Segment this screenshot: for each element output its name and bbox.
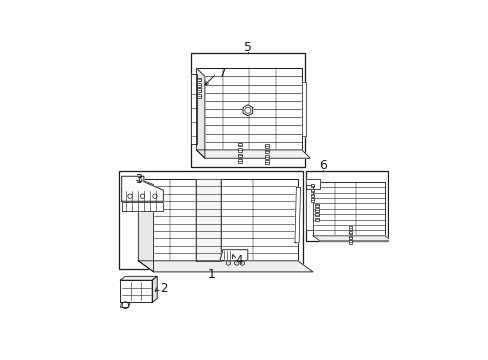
Circle shape (122, 302, 128, 309)
Polygon shape (122, 202, 163, 211)
Text: 3: 3 (135, 172, 142, 185)
Bar (197, 89, 201, 92)
Bar (264, 149, 269, 153)
Polygon shape (196, 68, 301, 150)
Bar (197, 83, 201, 87)
Bar (310, 184, 314, 188)
Polygon shape (138, 179, 153, 272)
Bar (315, 213, 318, 216)
Polygon shape (152, 276, 157, 302)
Bar (197, 94, 201, 98)
Bar (197, 77, 201, 81)
Bar (310, 194, 314, 197)
Polygon shape (138, 179, 297, 261)
Polygon shape (305, 185, 312, 230)
Text: 4: 4 (235, 254, 243, 267)
Text: 2: 2 (160, 282, 168, 295)
Bar (310, 189, 314, 192)
Bar (238, 159, 242, 163)
Bar (191, 53, 304, 167)
Polygon shape (122, 176, 163, 201)
Polygon shape (138, 261, 312, 272)
Polygon shape (196, 150, 309, 158)
Text: 7: 7 (218, 67, 226, 80)
Bar (348, 236, 351, 239)
Polygon shape (120, 302, 130, 307)
Bar (315, 218, 318, 221)
Polygon shape (305, 179, 319, 189)
Circle shape (226, 261, 230, 265)
Bar (238, 148, 242, 152)
Bar (264, 144, 269, 148)
Polygon shape (220, 250, 247, 261)
Bar (348, 226, 351, 230)
Bar (348, 240, 351, 244)
Bar (238, 143, 242, 147)
Polygon shape (312, 236, 391, 241)
Bar (119, 171, 303, 269)
Polygon shape (195, 179, 221, 261)
Polygon shape (120, 280, 152, 302)
Polygon shape (301, 82, 305, 136)
Polygon shape (294, 187, 300, 243)
Bar (315, 208, 318, 212)
Circle shape (240, 261, 244, 265)
Bar (264, 160, 269, 164)
Polygon shape (196, 68, 204, 158)
Bar (238, 153, 242, 157)
Polygon shape (243, 105, 252, 116)
Bar (310, 198, 314, 202)
Text: 6: 6 (318, 159, 326, 172)
Text: 5: 5 (244, 41, 251, 54)
Text: 1: 1 (207, 268, 215, 281)
Bar (348, 231, 351, 234)
Polygon shape (191, 74, 196, 144)
Bar (264, 155, 269, 159)
Bar (315, 204, 318, 207)
Polygon shape (312, 182, 384, 236)
Polygon shape (120, 276, 157, 280)
Circle shape (234, 261, 239, 265)
Bar (305, 171, 387, 242)
